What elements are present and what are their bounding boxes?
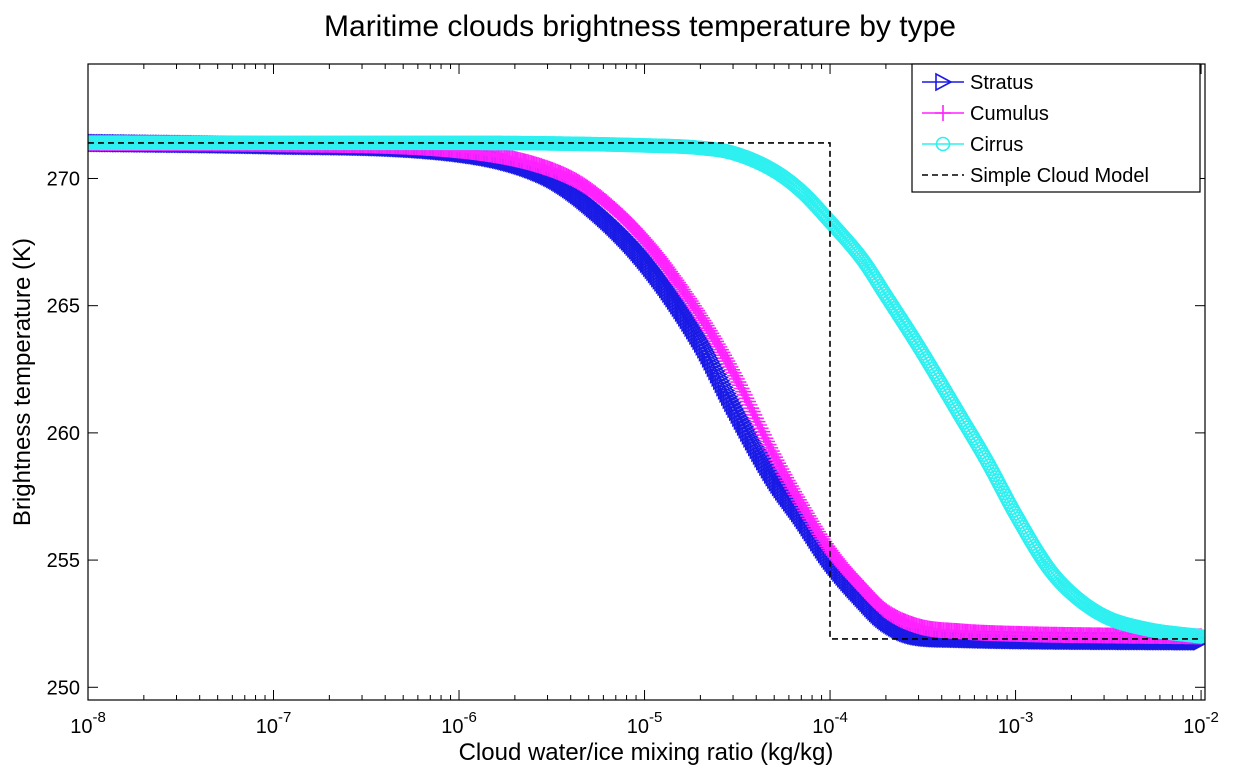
x-tick-label: 10-2 xyxy=(1183,709,1219,738)
series-marker xyxy=(1193,629,1205,644)
series-marker xyxy=(763,443,780,460)
series-marker xyxy=(762,439,779,456)
y-tick-label: 260 xyxy=(47,423,80,445)
legend-marker xyxy=(935,105,951,121)
plot-frame xyxy=(87,63,1206,701)
series-marker xyxy=(749,413,766,430)
chart-title: Maritime clouds brightness temperature b… xyxy=(324,10,956,43)
series-marker xyxy=(758,433,775,450)
legend-item: Cirrus xyxy=(922,134,1023,156)
series-simple-cloud-model xyxy=(88,142,1202,640)
series-layer xyxy=(88,133,1205,651)
series-marker xyxy=(714,374,733,394)
y-tick-label: 270 xyxy=(47,168,80,190)
x-tick-label: 10-5 xyxy=(627,709,663,738)
series-marker xyxy=(735,383,752,400)
series-marker xyxy=(755,426,772,443)
series-marker xyxy=(757,430,774,447)
legend-label: Cirrus xyxy=(970,134,1023,156)
series-marker xyxy=(747,410,764,427)
x-axis-title: Cloud water/ice mixing ratio (kg/kg) xyxy=(459,739,834,766)
series-marker xyxy=(701,349,720,368)
series-marker xyxy=(739,393,756,410)
legend: Stratus Cumulus Cirrus Simple Cloud Model xyxy=(911,63,1201,193)
legend-marker xyxy=(935,72,953,92)
legend-box xyxy=(911,63,1201,193)
y-tick-label: 250 xyxy=(47,677,80,699)
ticks-layer: 10-8 10-7 10-6 10-5 10-4 10-3 10-2 250 255 260 265… xyxy=(47,64,1219,738)
series-marker xyxy=(705,355,723,375)
series-marker xyxy=(727,367,744,384)
y-tick-label: 255 xyxy=(47,550,80,572)
series-marker xyxy=(730,374,747,391)
series-marker xyxy=(703,352,722,371)
y-tick-label: 265 xyxy=(47,296,80,318)
series-marker xyxy=(738,390,755,407)
series-marker xyxy=(728,370,745,387)
series-marker xyxy=(698,343,717,362)
legend-item: Simple Cloud Model xyxy=(922,165,1149,187)
legend-marker xyxy=(935,136,951,152)
series-marker xyxy=(736,386,753,403)
x-tick-label: 10-6 xyxy=(441,709,477,738)
series-marker xyxy=(754,423,771,440)
legend-item: Cumulus xyxy=(922,103,1049,125)
series-marker xyxy=(746,406,763,423)
series-marker xyxy=(743,400,760,417)
series-marker xyxy=(752,420,769,437)
y-axis-title: Brightness temperature (K) xyxy=(9,238,36,526)
series-marker xyxy=(760,436,777,453)
series-marker xyxy=(751,417,768,434)
x-tick-label: 10-8 xyxy=(70,709,106,738)
legend-label: Stratus xyxy=(970,72,1033,94)
series-marker xyxy=(716,377,734,397)
series-marker xyxy=(731,377,748,394)
series-marker xyxy=(733,380,750,397)
series-line xyxy=(88,142,1202,640)
series-marker xyxy=(744,403,761,420)
x-tick-label: 10-7 xyxy=(256,709,292,738)
series-marker xyxy=(741,396,758,413)
x-tick-label: 10-3 xyxy=(998,709,1034,738)
series-marker xyxy=(700,346,718,365)
x-tick-label: 10-4 xyxy=(812,709,848,738)
legend-label: Simple Cloud Model xyxy=(970,165,1149,187)
legend-item: Stratus xyxy=(922,72,1033,94)
series-marker xyxy=(717,381,736,400)
legend-label: Cumulus xyxy=(970,103,1049,125)
